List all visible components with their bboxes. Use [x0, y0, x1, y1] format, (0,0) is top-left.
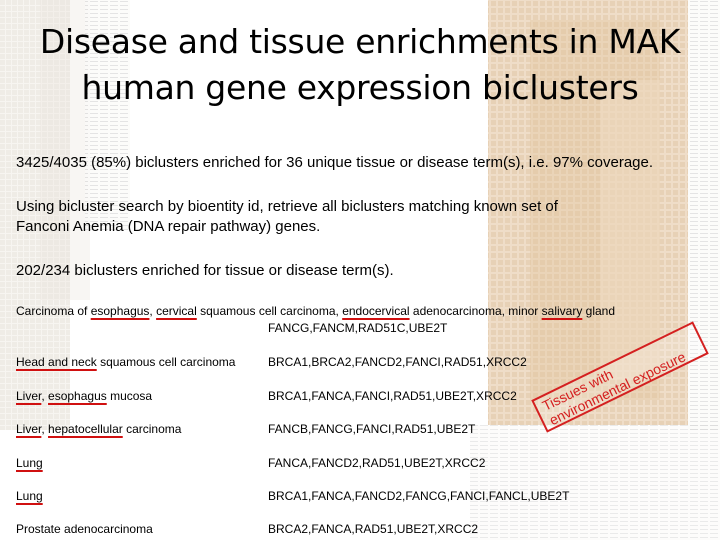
gene-list-row-5: FANCA,FANCD2,RAD51,UBE2T,XRCC2 [268, 456, 486, 470]
term-text: , [149, 304, 157, 318]
gene-list-row-2: BRCA1,BRCA2,FANCD2,FANCI,RAD51,XRCC2 [268, 355, 527, 369]
enrichment-statement: 202/234 biclusters enriched for tissue o… [16, 262, 394, 279]
term-underlined: endocervical [342, 304, 410, 318]
term-row-1: Carcinoma of esophagus, cervical squamou… [16, 304, 615, 318]
term-text: adenocarcinoma, minor [409, 304, 542, 318]
gene-list-row-7: BRCA2,FANCA,RAD51,UBE2T,XRCC2 [268, 522, 479, 536]
term-row-2: Head and neck squamous cell carcinoma [16, 355, 235, 369]
term-text: mucosa [106, 389, 153, 403]
term-underlined: esophagus [90, 304, 150, 318]
term-text: gland [582, 304, 616, 318]
term-text: squamous cell carcinoma [96, 355, 236, 369]
gene-list-row-1: FANCG,FANCM,RAD51C,UBE2T [268, 321, 448, 335]
term-underlined: cervical [156, 304, 197, 318]
slide-title-line1: Disease and tissue enrichments in MAK [39, 22, 681, 61]
term-row-6: Lung [16, 489, 43, 503]
slide-title-line2: human gene expression biclusters [81, 68, 639, 107]
term-underlined: salivary [541, 304, 583, 318]
coverage-statement: 3425/4035 (85%) biclusters enriched for … [16, 154, 654, 171]
term-row-5: Lung [16, 456, 43, 470]
term-underlined: Head and neck [16, 355, 97, 369]
term-underlined: Liver [16, 422, 42, 436]
term-underlined: esophagus [48, 389, 107, 403]
term-text: carcinoma [122, 422, 182, 436]
term-row-4: Liver, hepatocellular carcinoma [16, 422, 181, 436]
term-row-3: Liver, esophagus mucosa [16, 389, 152, 403]
term-text: , [41, 422, 49, 436]
term-text: Carcinoma of [16, 304, 91, 318]
term-text: Prostate adenocarcinoma [16, 522, 153, 536]
term-text: squamous cell carcinoma, [196, 304, 343, 318]
term-underlined: hepatocellular [48, 422, 123, 436]
gene-list-row-4: FANCB,FANCG,FANCI,RAD51,UBE2T [268, 422, 476, 436]
term-underlined: Liver [16, 389, 42, 403]
gene-list-row-3: BRCA1,FANCA,FANCI,RAD51,UBE2T,XRCC2 [268, 389, 517, 403]
term-text: , [41, 389, 49, 403]
search-statement-line2: Fanconi Anemia (DNA repair pathway) gene… [16, 218, 321, 235]
search-statement-line1: Using bicluster search by bioentity id, … [16, 198, 558, 215]
term-row-7: Prostate adenocarcinoma [16, 522, 153, 536]
term-underlined: Lung [16, 489, 43, 503]
gene-list-row-6: BRCA1,FANCA,FANCD2,FANCG,FANCI,FANCL,UBE… [268, 489, 570, 503]
term-underlined: Lung [16, 456, 43, 470]
